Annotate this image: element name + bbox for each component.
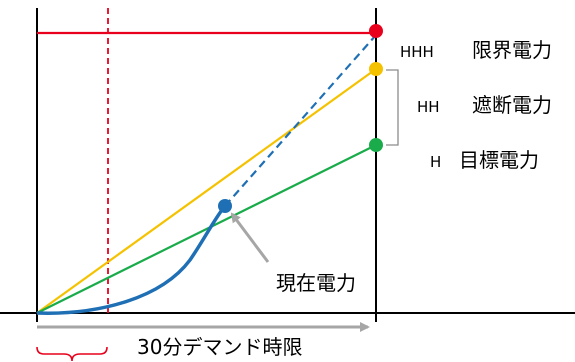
level-bracket	[386, 69, 399, 146]
hh-cutoff-line	[36, 68, 377, 314]
h-code-label: H	[430, 153, 441, 171]
hhh-point	[369, 24, 383, 38]
h-name-label: 目標電力	[459, 148, 539, 172]
hh-name-label: 遮断電力	[472, 93, 552, 117]
current-power-label: 現在電力	[276, 271, 356, 295]
hh-code-label: HH	[417, 98, 440, 116]
current-pointer-arrow	[230, 212, 270, 263]
h-target-line	[36, 144, 377, 314]
current-point	[218, 199, 232, 213]
h-point	[369, 138, 383, 152]
time-axis-label: 30分デマンド時限	[137, 335, 302, 359]
hh-point	[369, 62, 383, 76]
start-interval-brace	[36, 346, 108, 362]
hhh-code-label: HHH	[400, 43, 434, 61]
current-power-curve	[36, 204, 227, 315]
hhh-name-label: 限界電力	[472, 38, 552, 62]
predicted-dashed-line	[224, 34, 377, 207]
